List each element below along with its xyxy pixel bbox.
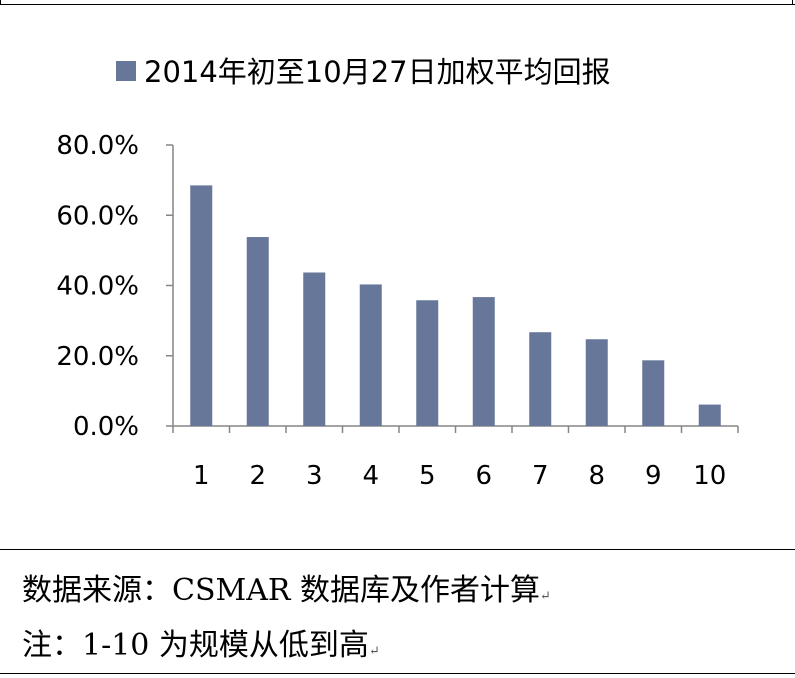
paragraph-mark-icon: ↵: [540, 589, 551, 604]
bar-chart: 2014年初至10月27日加权平均回报 0.0% 20.0% 40.0% 60.0% 8…: [56, 55, 739, 491]
x-tick-label: 9: [645, 461, 662, 491]
x-tick-label: 7: [532, 461, 549, 491]
y-tick-label: 60.0%: [56, 201, 139, 231]
caption-divider-line: [0, 549, 795, 550]
legend: 2014年初至10月27日加权平均回报: [116, 55, 611, 89]
y-tick-label: 40.0%: [56, 272, 139, 302]
y-tick-label: 20.0%: [56, 342, 139, 372]
x-tick-label: 1: [193, 461, 210, 491]
legend-label: 2014年初至10月27日加权平均回报: [144, 55, 611, 89]
bar: [190, 185, 213, 426]
bar: [642, 360, 665, 426]
bar: [472, 297, 495, 426]
bar: [585, 339, 608, 426]
legend-swatch: [116, 61, 136, 81]
x-tick-label: 4: [362, 461, 379, 491]
left-border-tick: [0, 0, 1, 4]
y-axis: 0.0% 20.0% 40.0% 60.0% 80.0%: [56, 131, 174, 442]
bar: [416, 300, 439, 426]
bar: [359, 284, 382, 426]
x-tick-label: 10: [693, 461, 726, 491]
x-tick-label: 6: [475, 461, 492, 491]
bar: [303, 272, 326, 426]
right-border-tick: [792, 0, 793, 4]
source-text: 数据来源：CSMAR 数据库及作者计算: [22, 573, 541, 608]
bottom-border-line: [0, 673, 795, 674]
x-axis: 1 2 3 4 5 6 7 8 9 10: [172, 425, 739, 491]
bar-series: [190, 185, 721, 426]
note-text: 注：1-10 为规模从低到高: [22, 628, 369, 663]
x-tick-label: 2: [249, 461, 266, 491]
x-tick-label: 3: [306, 461, 323, 491]
y-tick-label: 80.0%: [56, 131, 139, 161]
bar: [529, 332, 552, 426]
bar: [698, 404, 721, 426]
bar: [246, 237, 269, 426]
top-border-line: [0, 4, 795, 5]
paragraph-mark-icon: ↵: [368, 644, 380, 659]
x-tick-label: 5: [419, 461, 436, 491]
source-footnote: 数据来源：CSMAR 数据库及作者计算↵: [22, 565, 551, 609]
note-footnote: 注：1-10 为规模从低到高↵: [22, 620, 380, 664]
y-tick-label: 0.0%: [73, 412, 139, 442]
x-tick-label: 8: [588, 461, 605, 491]
